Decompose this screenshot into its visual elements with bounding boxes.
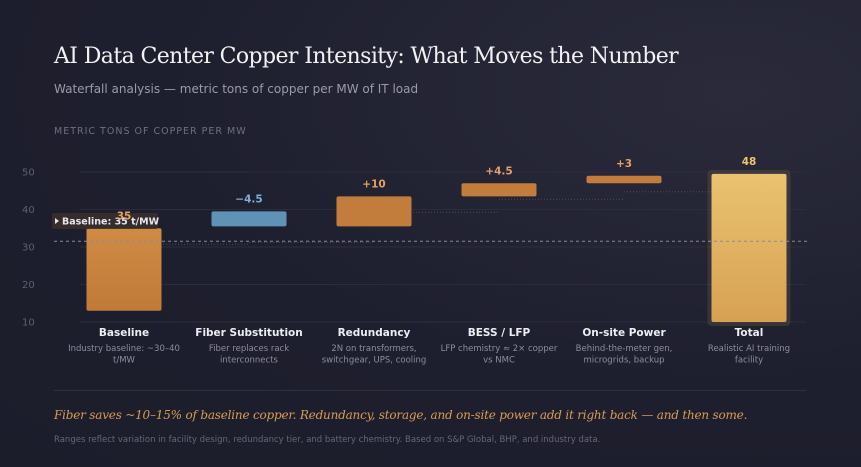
triangle-marker-icon	[55, 218, 59, 224]
category-label: Fiber Substitution	[195, 327, 302, 339]
bar-redundancy	[336, 196, 412, 227]
bar-baseline	[86, 228, 162, 311]
category-label: Redundancy	[338, 327, 411, 339]
category-label: BESS / LFP	[468, 327, 531, 339]
value-label: −4.5	[235, 193, 262, 205]
category-description: Industry baseline: ~30–40 t/MW	[68, 344, 180, 366]
chart-subtitle: Waterfall analysis — metric tons of copp…	[54, 82, 419, 96]
category-description: LFP chemistry ≈ 2× copper vs NMC	[441, 344, 558, 366]
chart-title: AI Data Center Copper Intensity: What Mo…	[54, 44, 679, 69]
waterfall-chart: 10 20 30 40 50 Baseline: 35 t/MW 35 Baseline I…	[22, 156, 810, 366]
footer-divider	[54, 390, 806, 391]
value-label: 35	[117, 210, 132, 222]
baseline-reference-label: Baseline: 35 t/MW	[62, 217, 160, 228]
category-description: Fiber replaces rack interconnects	[209, 344, 289, 366]
value-label: 48	[742, 156, 757, 168]
baseline-tag-bg	[52, 213, 158, 229]
category-label: Total	[735, 327, 764, 339]
bar-on-site-power	[586, 175, 662, 184]
category-description: 2N on transformers, switchgear, UPS, cool…	[322, 344, 427, 366]
value-label: +10	[362, 178, 385, 190]
y-axis-caption: METRIC TONS OF COPPER PER MW	[54, 126, 247, 137]
source-note: Ranges reflect variation in facility des…	[54, 435, 601, 445]
category-description: Behind-the-meter gen, microgrids, backup	[576, 344, 673, 366]
insight-text: Fiber saves ~10–15% of baseline copper. …	[54, 408, 748, 422]
category-label: On-site Power	[582, 327, 666, 339]
category-label: Baseline	[99, 327, 149, 339]
bar-total	[711, 173, 787, 322]
y-tick-label: 20	[22, 280, 35, 291]
y-tick-label: 10	[22, 318, 35, 329]
value-label: +4.5	[485, 165, 512, 177]
bar-fiber-substitution	[211, 211, 287, 227]
bar-bess-lfp	[461, 183, 537, 197]
y-tick-label: 50	[22, 168, 35, 179]
y-tick-label: 40	[22, 205, 35, 216]
value-label: +3	[616, 158, 632, 170]
category-description: Realistic AI training facility	[708, 344, 790, 366]
y-tick-label: 30	[22, 243, 35, 254]
